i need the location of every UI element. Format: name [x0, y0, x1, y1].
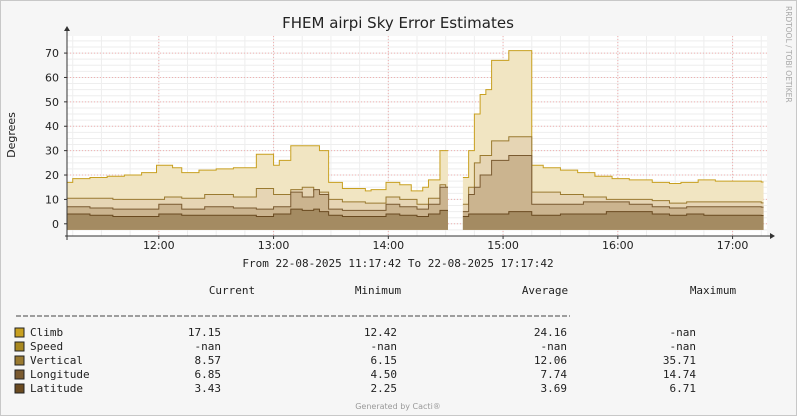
legend-value-average: 7.74: [541, 368, 568, 381]
y-tick-label: 50: [45, 96, 59, 109]
legend-value-maximum: -nan: [670, 326, 697, 339]
x-axis-arrow: [770, 233, 775, 239]
series-area-latitude: [462, 211, 764, 230]
y-tick-label: 40: [45, 120, 59, 133]
legend-column-header: Current: [209, 284, 255, 297]
x-tick-label: 12:00: [143, 239, 175, 252]
legend-value-average: -nan: [541, 340, 568, 353]
x-tick-label: 14:00: [372, 239, 404, 252]
y-tick-label: 20: [45, 169, 59, 182]
y-tick-label: 0: [52, 218, 59, 231]
legend-value-average: 24.16: [534, 326, 567, 339]
x-tick-label: 16:00: [602, 239, 634, 252]
series-area-climb: [462, 50, 764, 230]
generated-by-footer: Generated by Cacti®: [355, 402, 441, 411]
legend-swatch: [14, 369, 25, 380]
legend-column-header: Minimum: [355, 284, 402, 297]
legend-swatch: [14, 383, 25, 394]
y-tick-label: 10: [45, 193, 59, 206]
legend-swatch: [14, 327, 25, 338]
series-area-longitude: [462, 155, 764, 230]
legend-series-name: Latitude: [30, 382, 83, 395]
legend-column-header: Maximum: [690, 284, 737, 297]
series-line-climb: [462, 50, 764, 185]
y-tick-label: 60: [45, 71, 59, 84]
legend-value-minimum: 6.15: [371, 354, 398, 367]
y-axis-arrow: [64, 26, 70, 31]
legend-value-minimum: 2.25: [371, 382, 398, 395]
legend-value-current: 3.43: [195, 382, 222, 395]
legend-table: Current Minimum Average Maximum Climb 17.15 12…: [14, 284, 737, 395]
legend-value-minimum: 12.42: [364, 326, 397, 339]
axes: 0 10 20 30 40 50 60 70 12:00 13:00 14:00 15:00 16:00…: [45, 26, 775, 252]
legend-value-maximum: 14.74: [663, 368, 696, 381]
series-areas: [67, 50, 764, 230]
chart-title: FHEM airpi Sky Error Estimates: [282, 14, 514, 32]
legend-value-average: 12.06: [534, 354, 567, 367]
legend-value-maximum: -nan: [670, 340, 697, 353]
legend-column-header: Average: [522, 284, 568, 297]
legend-value-minimum: -nan: [371, 340, 398, 353]
series-line-latitude: [462, 211, 764, 217]
x-tick-label: 13:00: [258, 239, 290, 252]
y-tick-label: 30: [45, 145, 59, 158]
legend-value-current: 6.85: [195, 368, 222, 381]
legend-value-current: -nan: [195, 340, 222, 353]
legend-series-name: Speed: [30, 340, 63, 353]
legend-swatch: [14, 355, 25, 366]
series-line-latitude: [67, 208, 448, 217]
series-line-vertical: [462, 136, 764, 205]
legend-series-name: Longitude: [30, 368, 90, 381]
y-axis-label: Degrees: [5, 112, 18, 158]
legend-value-current: 8.57: [195, 354, 222, 367]
y-tick-label: 70: [45, 47, 59, 60]
rrdtool-watermark: RRDTOOL / TOBI OETIKER: [784, 6, 793, 103]
series-line-climb: [67, 145, 448, 192]
legend-series-name: Vertical: [30, 354, 83, 367]
x-tick-label: 15:00: [487, 239, 519, 252]
legend-value-average: 3.69: [541, 382, 568, 395]
legend-value-minimum: 4.50: [371, 368, 398, 381]
legend-series-name: Climb: [30, 326, 63, 339]
series-line-longitude: [67, 186, 448, 211]
time-range-label: From 22-08-2025 11:17:42 To 22-08-2025 1…: [242, 257, 553, 270]
legend-value-maximum: 6.71: [670, 382, 697, 395]
legend-value-current: 17.15: [188, 326, 221, 339]
series-line-longitude: [462, 155, 764, 213]
legend-value-maximum: 35.71: [663, 354, 696, 367]
x-tick-label: 17:00: [717, 239, 749, 252]
legend-swatch: [14, 341, 25, 352]
